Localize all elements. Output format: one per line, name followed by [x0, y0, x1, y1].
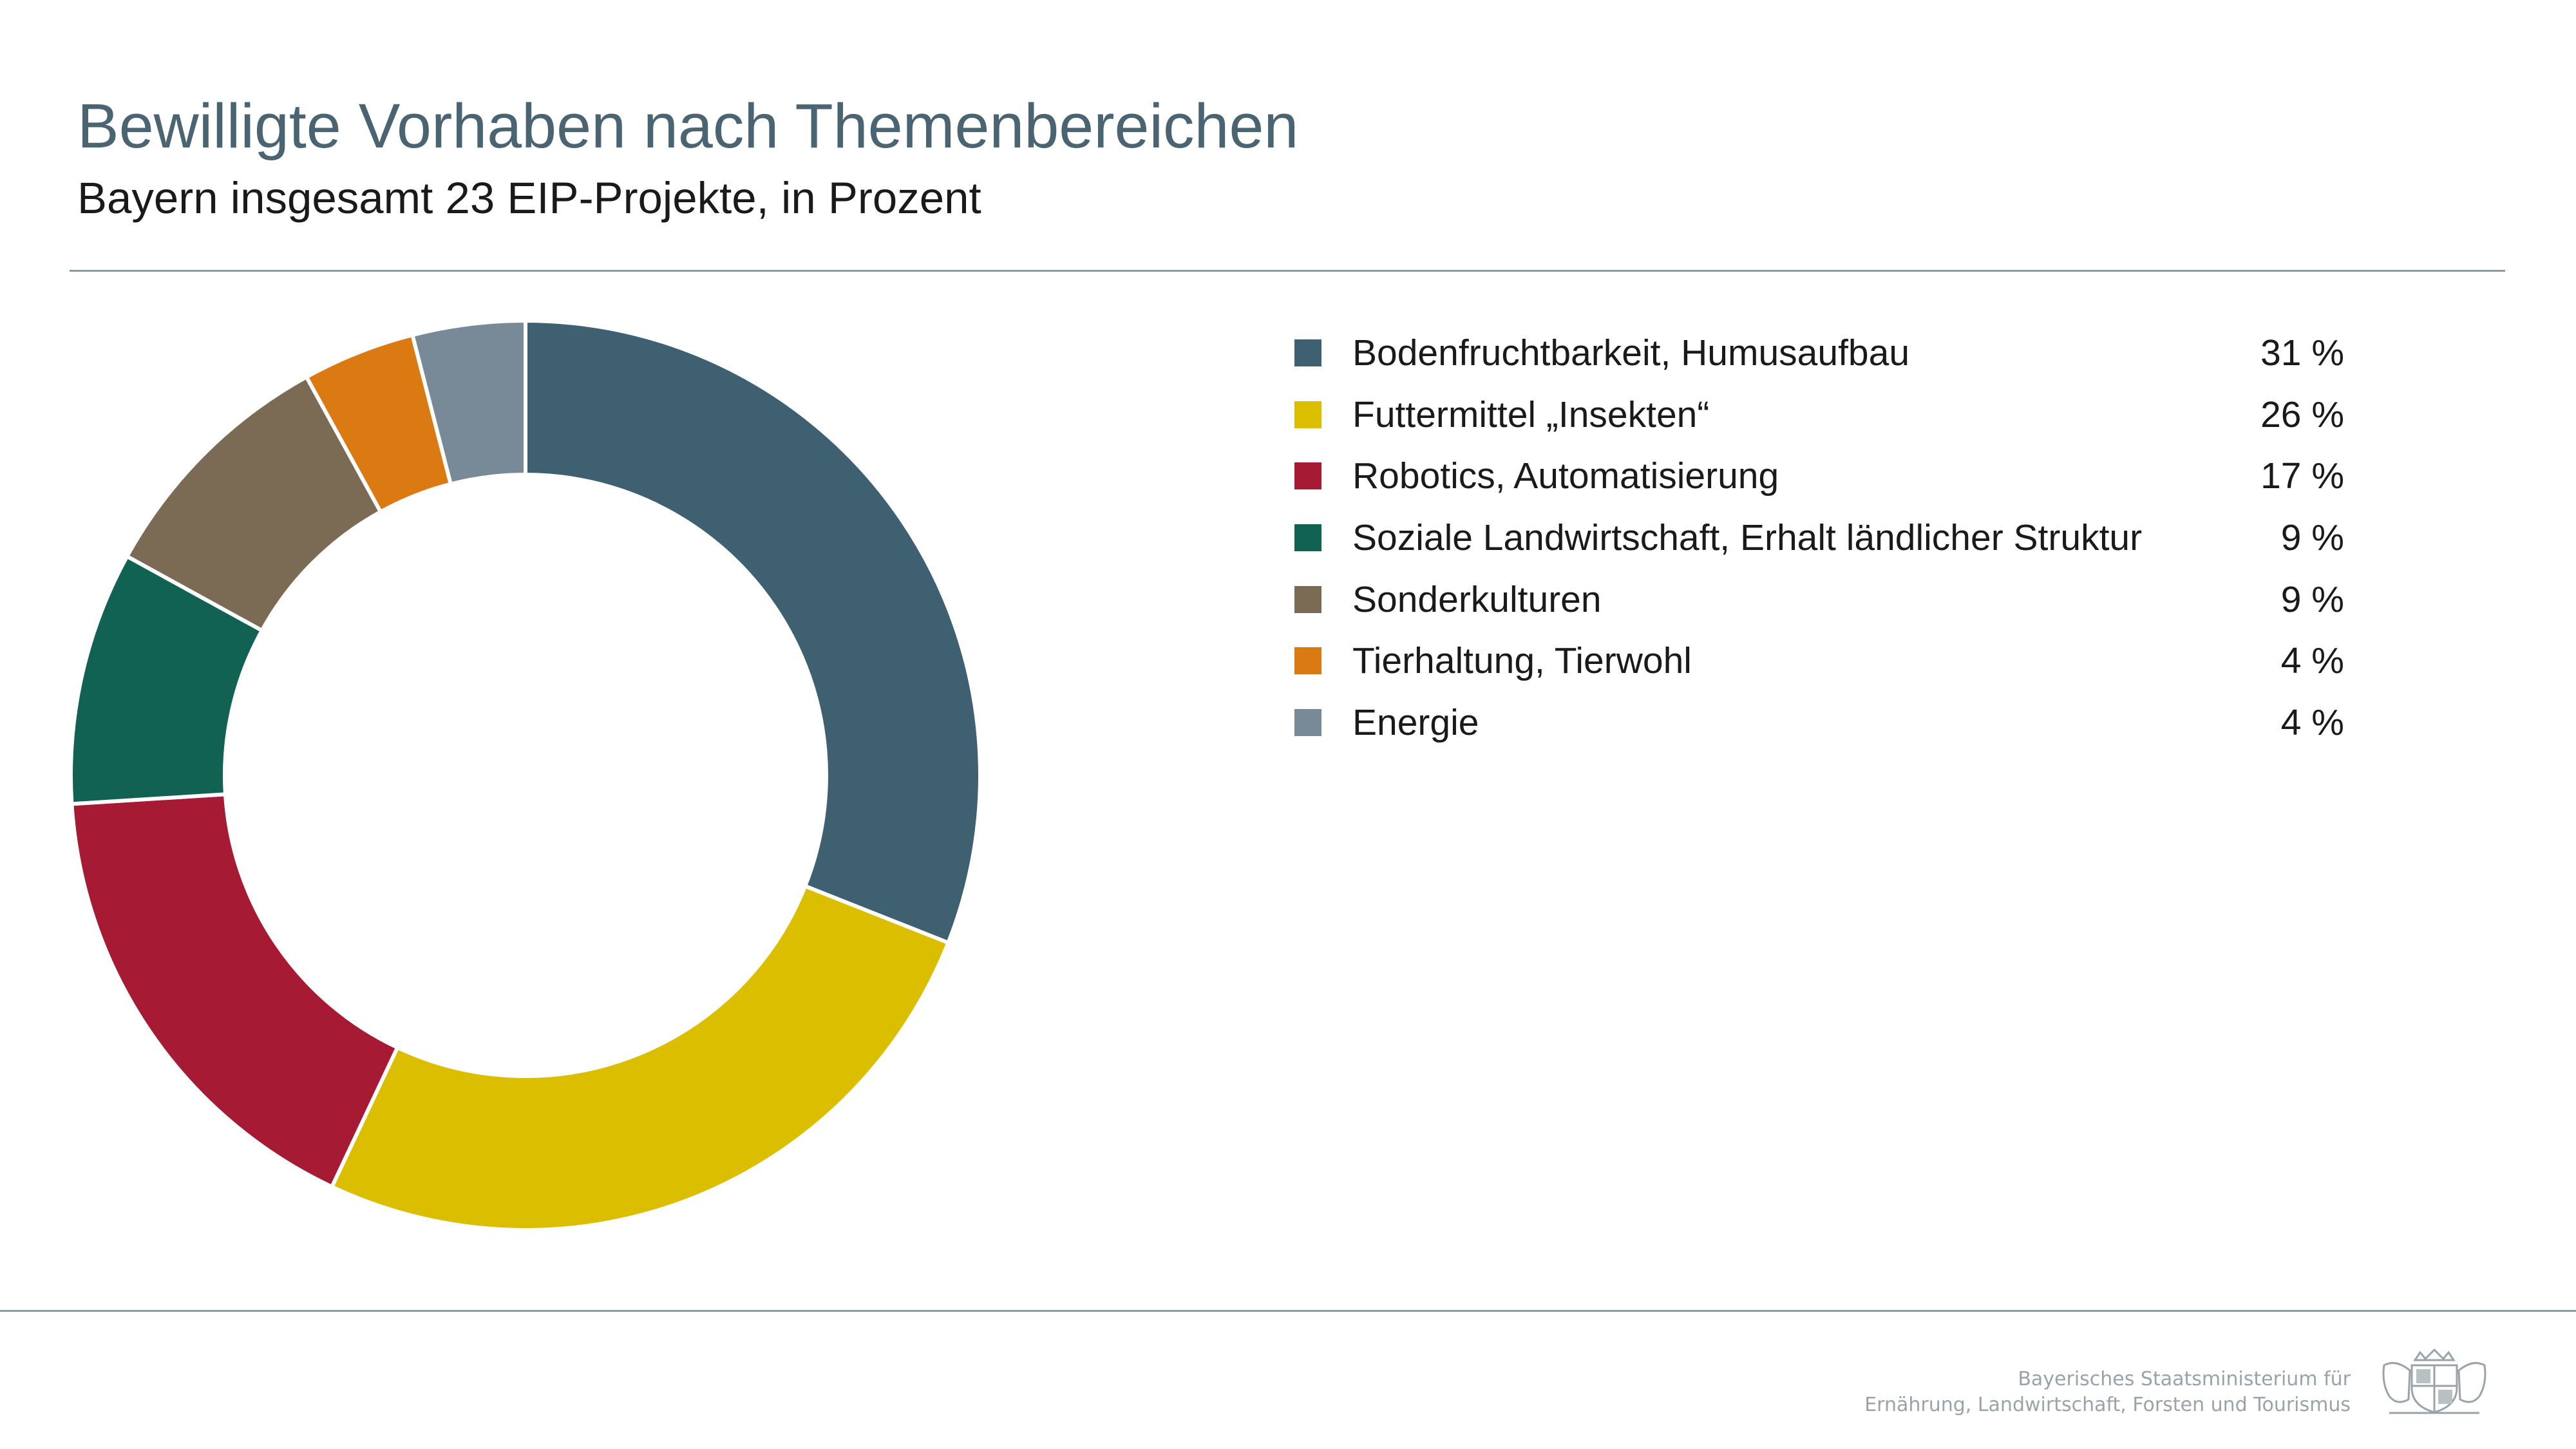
legend-value: 9 %: [2280, 578, 2344, 620]
donut-slice-6: [410, 318, 527, 487]
legend-swatch: [1294, 339, 1321, 366]
legend-label: Tierhaltung, Tierwohl: [1352, 640, 1692, 682]
legend-value: 26 %: [2260, 393, 2344, 435]
legend-entry: Energie 4 %: [1294, 692, 2344, 753]
legend-swatch: [1294, 462, 1321, 490]
legend-label: Soziale Landwirtschaft, Erhalt ländliche…: [1352, 516, 2143, 558]
legend-label: Bodenfruchtbarkeit, Humusaufbau: [1352, 332, 1910, 374]
legend-entry: Futtermittel „Insekten“ 26 %: [1294, 384, 2344, 446]
legend-label: Robotics, Automatisierung: [1352, 455, 1779, 497]
legend-label: Futtermittel „Insekten“: [1352, 393, 1710, 435]
legend-swatch: [1294, 524, 1321, 551]
legend-entry: Soziale Landwirtschaft, Erhalt ländliche…: [1294, 507, 2344, 569]
donut-slice-1: [329, 884, 951, 1232]
legend-value: 17 %: [2260, 455, 2344, 497]
legend-value: 4 %: [2280, 701, 2344, 743]
ministry-footer: Bayerisches Staatsministerium für Ernähr…: [1864, 1367, 2351, 1418]
chart-legend: Bodenfruchtbarkeit, Humusaufbau 31 % Futte…: [1294, 322, 2344, 753]
legend-swatch: [1294, 647, 1321, 675]
legend-swatch: [1294, 585, 1321, 613]
footer-divider: [0, 1310, 2576, 1312]
legend-label: Energie: [1352, 701, 1479, 743]
donut-slice-0: [524, 318, 982, 945]
header-divider: [70, 270, 2505, 272]
ministry-name-line1: Bayerisches Staatsministerium für: [2018, 1368, 2351, 1390]
legend-entry: Tierhaltung, Tierwohl 4 %: [1294, 630, 2344, 692]
legend-value: 9 %: [2280, 516, 2344, 558]
legend-value: 4 %: [2280, 640, 2344, 682]
bavarian-coat-of-arms-icon: [2382, 1348, 2486, 1414]
legend-entry: Sonderkulturen 9 %: [1294, 569, 2344, 630]
ministry-name-line2: Ernährung, Landwirtschaft, Forsten und T…: [1864, 1394, 2351, 1416]
legend-entry: Robotics, Automatisierung 17 %: [1294, 445, 2344, 507]
chart-subtitle: Bayern insgesamt 23 EIP-Projekte, in Pro…: [77, 173, 981, 223]
donut-chart: [69, 318, 982, 1232]
legend-value: 31 %: [2260, 332, 2344, 374]
chart-title: Bewilligte Vorhaben nach Themenbereichen: [77, 91, 1299, 161]
legend-label: Sonderkulturen: [1352, 578, 1602, 620]
legend-entry: Bodenfruchtbarkeit, Humusaufbau 31 %: [1294, 322, 2344, 384]
legend-swatch: [1294, 401, 1321, 428]
donut-slice-2: [70, 792, 401, 1189]
legend-swatch: [1294, 708, 1321, 736]
